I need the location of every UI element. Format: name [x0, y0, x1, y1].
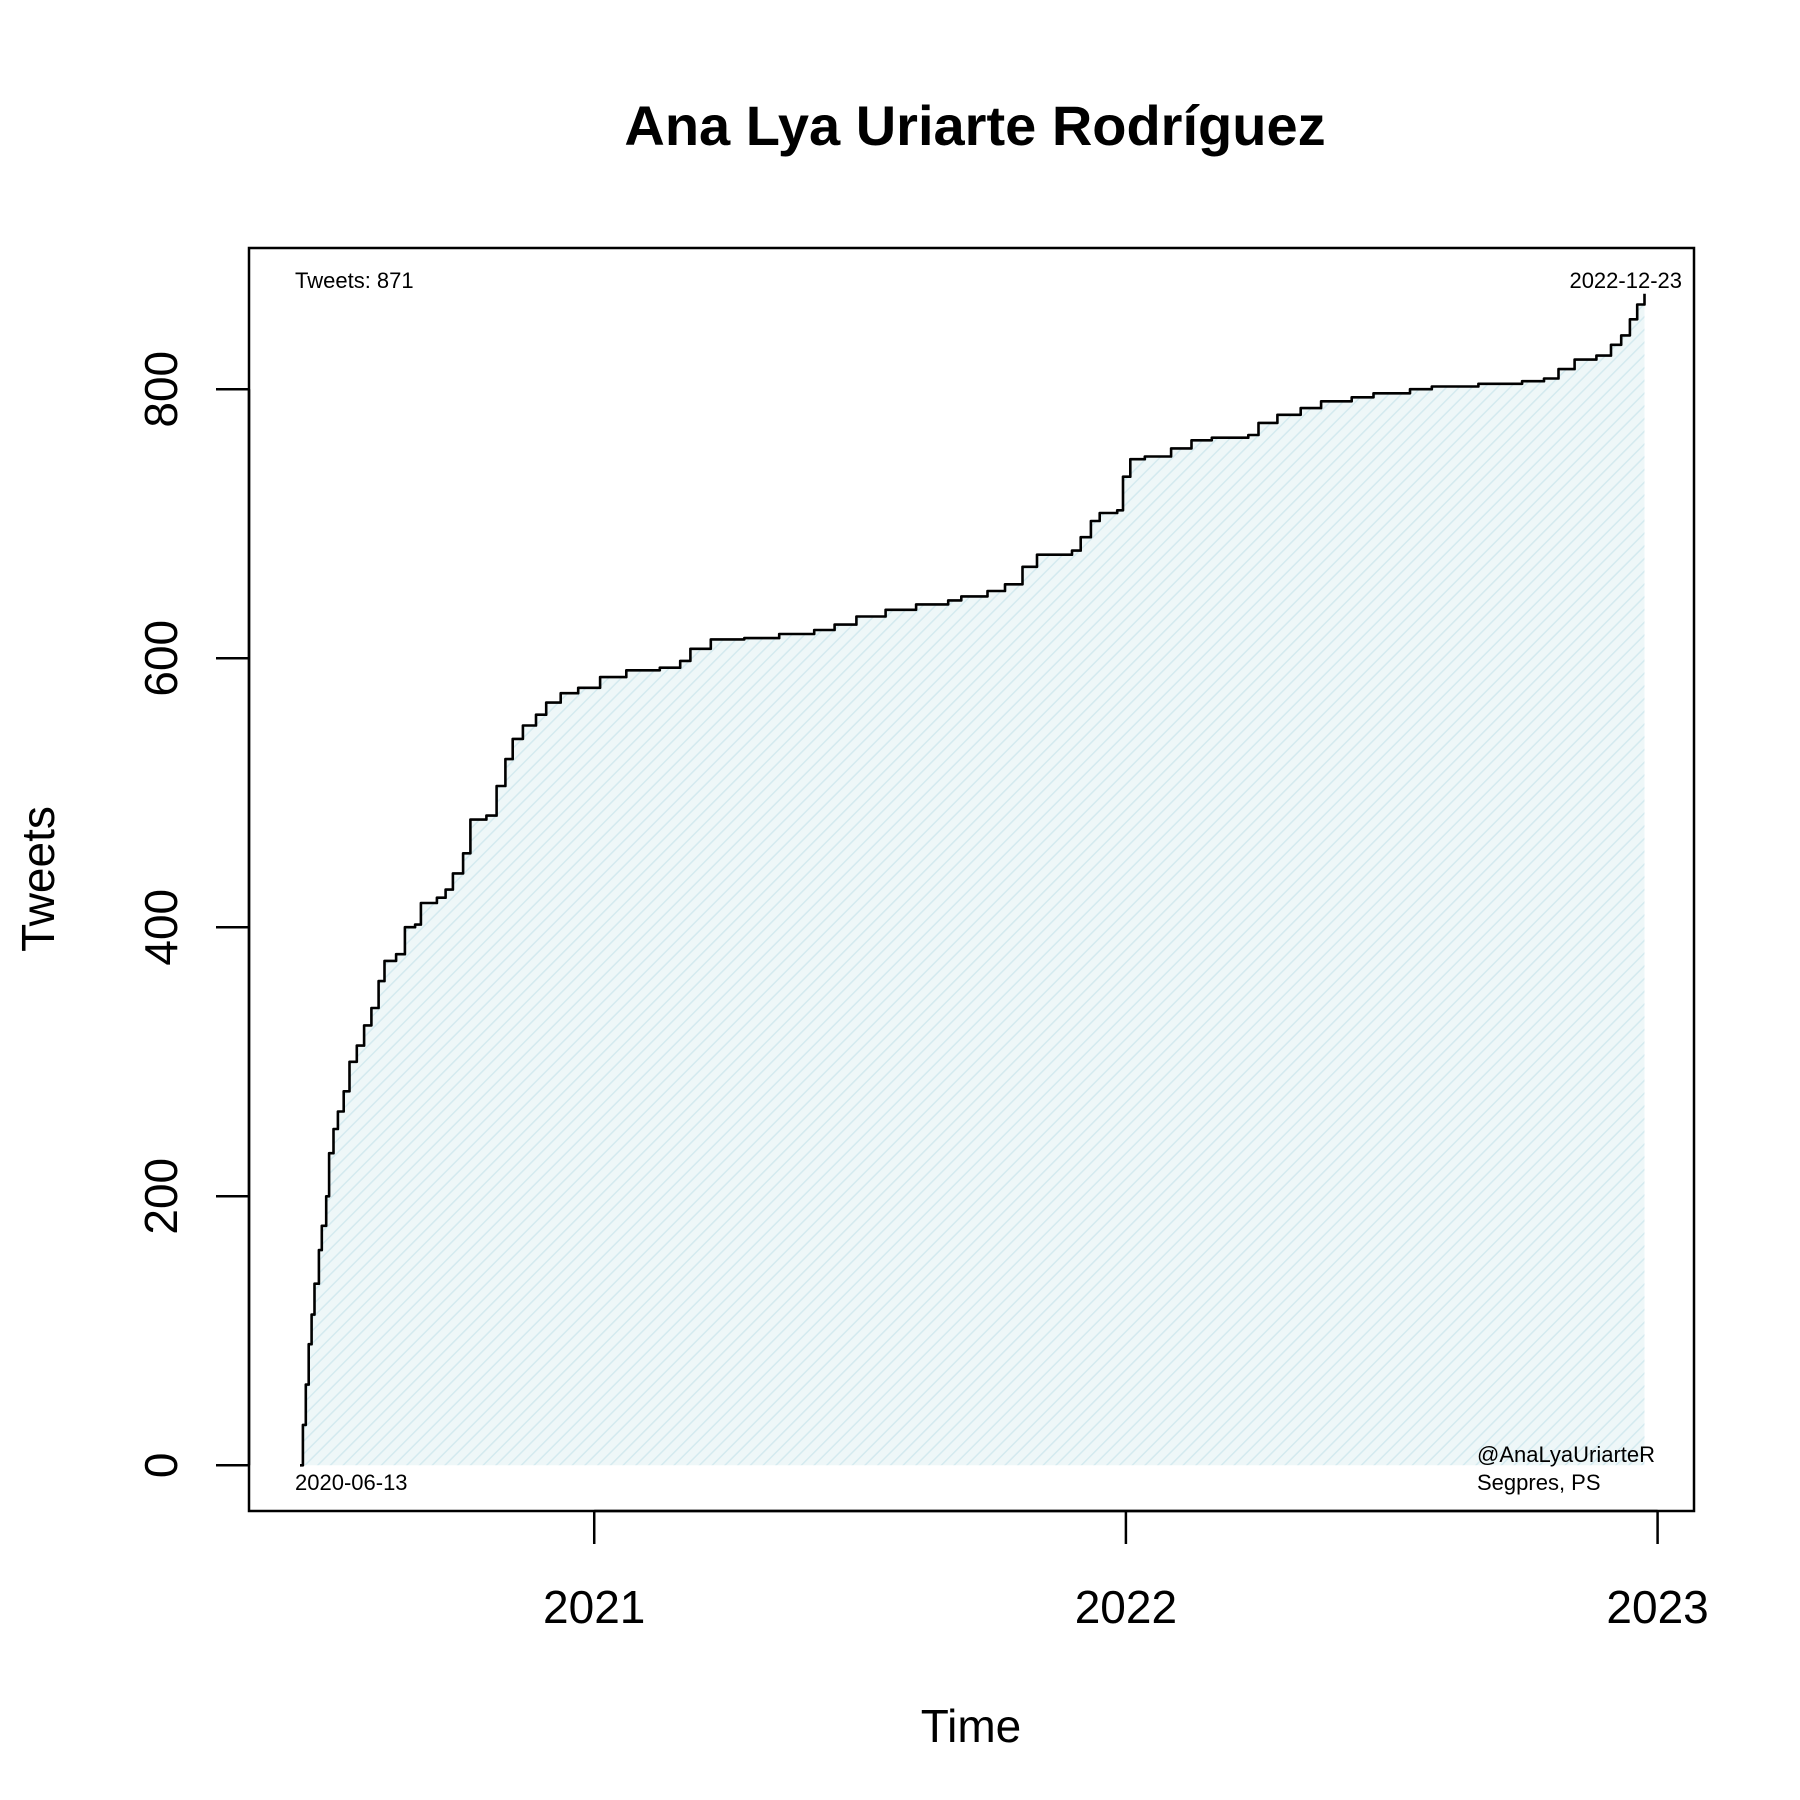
x-axis: 2021 2022 2023 — [543, 1509, 1709, 1633]
cumulative-line — [300, 293, 1646, 1467]
y-tick-label: 0 — [135, 1452, 187, 1478]
x-axis-title: Time — [921, 1700, 1022, 1752]
chart-title: Ana Lya Uriarte Rodríguez — [624, 94, 1325, 157]
x-tick-label: 2022 — [1075, 1581, 1177, 1633]
y-axis-title: Tweets — [12, 806, 64, 952]
end-date-label: 2022-12-23 — [1569, 268, 1682, 293]
y-tick-label: 200 — [135, 1158, 187, 1235]
x-tick-label: 2021 — [543, 1581, 645, 1633]
start-date-label: 2020-06-13 — [295, 1470, 408, 1495]
y-tick-label: 600 — [135, 620, 187, 697]
y-tick-label: 800 — [135, 351, 187, 428]
plot-area — [300, 293, 1646, 1467]
handle-label: @AnaLyaUriarteR — [1477, 1442, 1655, 1467]
y-tick-label: 400 — [135, 889, 187, 966]
cumulative-area — [300, 293, 1645, 1466]
affiliation-label: Segpres, PS — [1477, 1470, 1601, 1495]
tweet-count-label: Tweets: 871 — [295, 268, 414, 293]
y-axis: 0 200 400 600 800 — [135, 351, 251, 1478]
x-tick-label: 2023 — [1606, 1581, 1708, 1633]
